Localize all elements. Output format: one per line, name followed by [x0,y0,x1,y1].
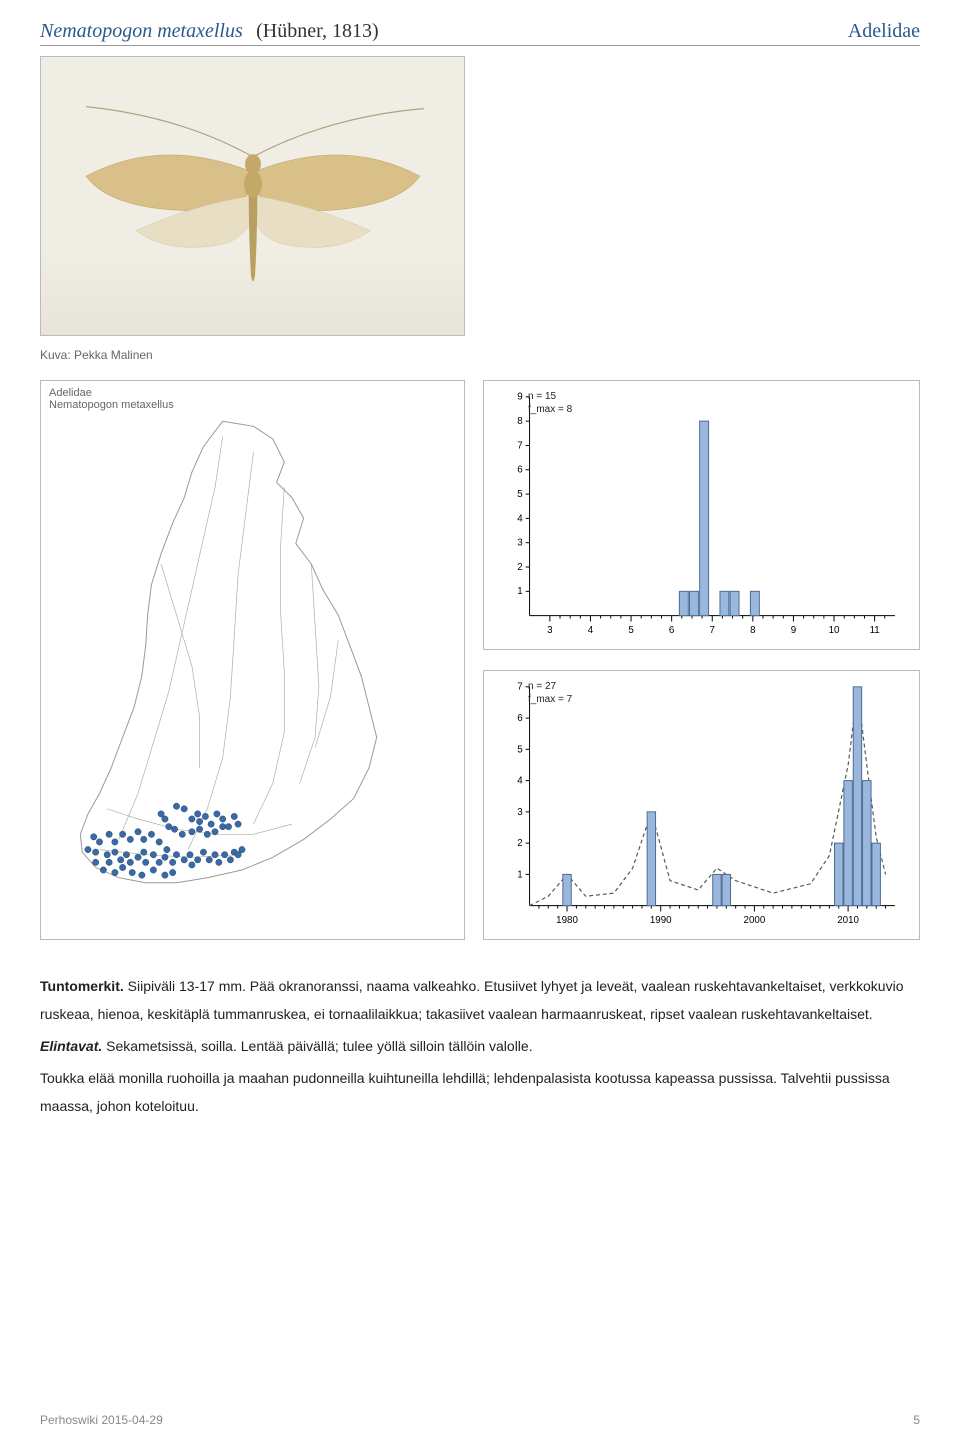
svg-text:1: 1 [517,869,522,880]
svg-text:1: 1 [517,586,522,597]
svg-text:7: 7 [710,625,715,636]
svg-text:10: 10 [829,625,840,636]
yearly-records-chart: n = 27 f_max = 7 1 2 3 4 5 6 7 1980 1990 2000 2010 [483,670,920,940]
chart1-n: n = 15 [528,391,572,404]
map-svg [41,381,465,940]
chart2-svg: 1 2 3 4 5 6 7 1980 1990 2000 2010 [490,679,913,933]
paragraph-tuntomerkit: Tuntomerkit. Siipiväli 13-17 mm. Pää okr… [40,972,920,1028]
chart2-n: n = 27 [528,681,572,694]
svg-text:9: 9 [791,625,796,636]
paragraph-toukka: Toukka elää monilla ruohoilla ja maahan … [40,1064,920,1120]
svg-text:3: 3 [517,807,522,818]
svg-text:8: 8 [750,625,755,636]
map-and-charts-row: Adelidae Nematopogon metaxellus n = 15 f… [40,380,920,940]
label-elintavat: Elintavat. [40,1038,102,1054]
svg-text:3: 3 [517,538,522,549]
specimen-illustration [41,57,464,335]
footer-page-number: 5 [913,1413,920,1427]
chart1-svg: 1 2 3 4 5 6 7 8 9 3 4 5 6 7 8 9 10 11 [490,389,913,643]
svg-text:1990: 1990 [650,915,672,926]
label-tuntomerkit: Tuntomerkit. [40,978,124,994]
svg-text:6: 6 [517,465,522,476]
text-tuntomerkit: Siipiväli 13-17 mm. Pää okranoranssi, na… [40,978,903,1022]
svg-text:3: 3 [547,625,552,636]
svg-text:8: 8 [517,416,522,427]
svg-text:5: 5 [517,744,523,755]
svg-text:9: 9 [517,392,522,403]
map-title: Adelidae Nematopogon metaxellus [49,387,174,411]
svg-text:2010: 2010 [837,915,859,926]
footer-left: Perhoswiki 2015-04-29 [40,1413,163,1427]
flight-period-chart: n = 15 f_max = 8 1 2 3 4 5 6 7 8 9 3 4 5 6 7 8 9 10 11 [483,380,920,650]
map-species-label: Nematopogon metaxellus [49,399,174,411]
map-family-label: Adelidae [49,387,174,399]
svg-text:2: 2 [517,562,522,573]
svg-text:4: 4 [517,513,523,524]
svg-text:7: 7 [517,682,522,693]
svg-text:7: 7 [517,440,522,451]
text-elintavat: Sekametsissä, soilla. Lentää päivällä; t… [102,1038,532,1054]
specimen-photo [40,56,465,336]
distribution-map: Adelidae Nematopogon metaxellus [40,380,465,940]
photo-caption: Kuva: Pekka Malinen [40,348,920,362]
svg-text:5: 5 [628,625,634,636]
paragraph-elintavat: Elintavat. Sekametsissä, soilla. Lentää … [40,1032,920,1060]
author-year: (Hübner, 1813) [256,20,379,42]
description-text: Tuntomerkit. Siipiväli 13-17 mm. Pää okr… [40,972,920,1120]
chart2-fmax: f_max = 7 [528,694,572,707]
svg-text:4: 4 [517,776,523,787]
svg-text:2: 2 [517,838,522,849]
page-header: Nematopogon metaxellus (Hübner, 1813) Ad… [40,20,920,46]
chart1-stats: n = 15 f_max = 8 [528,391,572,416]
chart2-stats: n = 27 f_max = 7 [528,681,572,706]
svg-text:11: 11 [870,625,880,636]
chart1-fmax: f_max = 8 [528,404,572,417]
svg-text:4: 4 [588,625,594,636]
svg-text:1980: 1980 [556,915,578,926]
species-name: Nematopogon metaxellus [40,20,243,42]
species-heading: Nematopogon metaxellus (Hübner, 1813) [40,20,379,43]
svg-text:5: 5 [517,489,523,500]
svg-text:6: 6 [517,713,522,724]
svg-text:6: 6 [669,625,674,636]
family-name: Adelidae [848,20,920,43]
svg-text:2000: 2000 [744,915,766,926]
charts-column: n = 15 f_max = 8 1 2 3 4 5 6 7 8 9 3 4 5 6 7 8 9 10 11 n … [483,380,920,940]
page-footer: Perhoswiki 2015-04-29 5 [40,1413,920,1427]
